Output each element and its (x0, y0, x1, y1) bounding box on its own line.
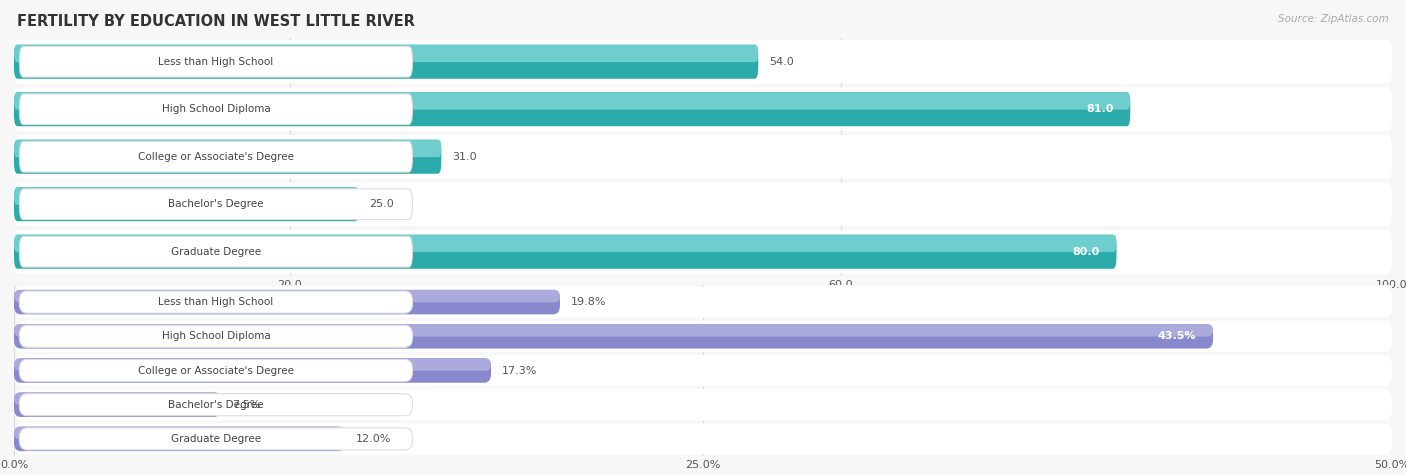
FancyBboxPatch shape (14, 45, 758, 62)
FancyBboxPatch shape (14, 286, 1392, 318)
FancyBboxPatch shape (20, 394, 412, 416)
Text: 19.8%: 19.8% (571, 297, 606, 307)
FancyBboxPatch shape (14, 92, 1130, 110)
FancyBboxPatch shape (14, 92, 1130, 126)
Text: 12.0%: 12.0% (356, 434, 391, 444)
Text: 43.5%: 43.5% (1157, 331, 1197, 342)
FancyBboxPatch shape (14, 40, 1392, 84)
FancyBboxPatch shape (14, 389, 1392, 420)
FancyBboxPatch shape (14, 427, 344, 439)
FancyBboxPatch shape (14, 235, 1116, 252)
FancyBboxPatch shape (14, 321, 1392, 352)
FancyBboxPatch shape (20, 94, 412, 124)
FancyBboxPatch shape (14, 427, 344, 451)
Text: 80.0: 80.0 (1073, 247, 1099, 257)
Text: Source: ZipAtlas.com: Source: ZipAtlas.com (1278, 14, 1389, 24)
Text: Less than High School: Less than High School (159, 57, 274, 67)
FancyBboxPatch shape (14, 423, 1392, 455)
Text: 25.0: 25.0 (370, 199, 394, 209)
Text: Graduate Degree: Graduate Degree (172, 434, 262, 444)
FancyBboxPatch shape (14, 140, 441, 174)
Text: College or Associate's Degree: College or Associate's Degree (138, 365, 294, 376)
FancyBboxPatch shape (20, 325, 412, 347)
FancyBboxPatch shape (14, 230, 1392, 274)
FancyBboxPatch shape (14, 135, 1392, 179)
FancyBboxPatch shape (14, 235, 1116, 269)
FancyBboxPatch shape (14, 358, 491, 383)
Text: 31.0: 31.0 (453, 152, 477, 162)
FancyBboxPatch shape (20, 428, 412, 450)
Text: 17.3%: 17.3% (502, 365, 537, 376)
Text: High School Diploma: High School Diploma (162, 331, 270, 342)
FancyBboxPatch shape (20, 360, 412, 381)
FancyBboxPatch shape (14, 358, 491, 371)
FancyBboxPatch shape (14, 45, 758, 79)
Text: High School Diploma: High School Diploma (162, 104, 270, 114)
FancyBboxPatch shape (14, 290, 560, 303)
FancyBboxPatch shape (14, 324, 1213, 349)
FancyBboxPatch shape (20, 237, 412, 267)
Text: Bachelor's Degree: Bachelor's Degree (169, 399, 264, 410)
FancyBboxPatch shape (14, 392, 221, 417)
FancyBboxPatch shape (14, 187, 359, 205)
FancyBboxPatch shape (14, 187, 359, 221)
FancyBboxPatch shape (14, 182, 1392, 226)
FancyBboxPatch shape (20, 189, 412, 219)
FancyBboxPatch shape (14, 355, 1392, 386)
Text: 81.0: 81.0 (1087, 104, 1114, 114)
FancyBboxPatch shape (14, 392, 221, 405)
FancyBboxPatch shape (20, 47, 412, 77)
FancyBboxPatch shape (20, 291, 412, 313)
Text: Bachelor's Degree: Bachelor's Degree (169, 199, 264, 209)
Text: 7.5%: 7.5% (232, 399, 260, 410)
Text: College or Associate's Degree: College or Associate's Degree (138, 152, 294, 162)
FancyBboxPatch shape (20, 142, 412, 172)
FancyBboxPatch shape (14, 87, 1392, 131)
Text: Less than High School: Less than High School (159, 297, 274, 307)
Text: FERTILITY BY EDUCATION IN WEST LITTLE RIVER: FERTILITY BY EDUCATION IN WEST LITTLE RI… (17, 14, 415, 29)
FancyBboxPatch shape (14, 324, 1213, 337)
FancyBboxPatch shape (14, 140, 441, 157)
Text: Graduate Degree: Graduate Degree (172, 247, 262, 257)
FancyBboxPatch shape (14, 290, 560, 314)
Text: 54.0: 54.0 (769, 57, 794, 67)
